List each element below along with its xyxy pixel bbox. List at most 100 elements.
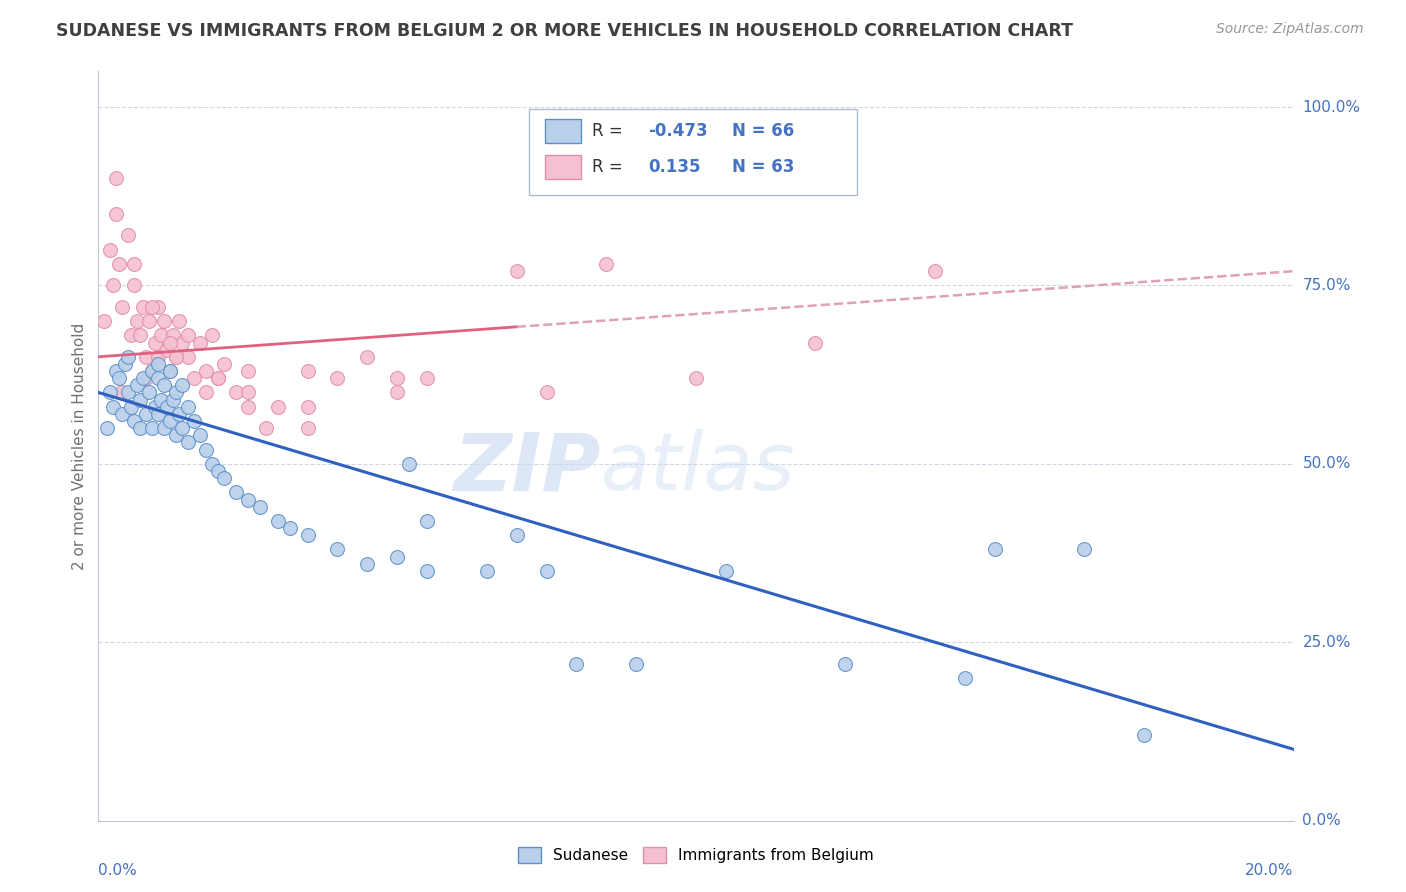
- Point: [150, 392, 173, 407]
- Point: [356, 557, 378, 571]
- Point: [834, 657, 856, 671]
- Point: [385, 371, 409, 385]
- Point: [162, 392, 184, 407]
- Point: [177, 400, 200, 414]
- Point: [129, 392, 152, 407]
- Text: 25.0%: 25.0%: [1302, 635, 1351, 649]
- Point: [924, 264, 946, 278]
- FancyBboxPatch shape: [546, 154, 581, 178]
- Point: [167, 407, 190, 421]
- Text: 75.0%: 75.0%: [1302, 278, 1351, 293]
- Point: [249, 500, 271, 514]
- Point: [148, 357, 170, 371]
- Point: [416, 371, 439, 385]
- Point: [595, 257, 617, 271]
- Point: [141, 421, 163, 435]
- Point: [201, 457, 224, 471]
- Point: [207, 464, 229, 478]
- Point: [177, 350, 200, 364]
- Text: N = 66: N = 66: [733, 122, 794, 140]
- Point: [98, 385, 122, 400]
- Point: [326, 371, 349, 385]
- Point: [143, 335, 166, 350]
- Point: [475, 564, 498, 578]
- Point: [114, 357, 136, 371]
- Point: [127, 378, 149, 392]
- Point: [195, 385, 218, 400]
- Text: 50.0%: 50.0%: [1302, 457, 1351, 471]
- Point: [212, 357, 235, 371]
- Point: [103, 278, 125, 293]
- Point: [1073, 542, 1095, 557]
- FancyBboxPatch shape: [529, 109, 858, 195]
- Point: [167, 314, 190, 328]
- Point: [183, 371, 205, 385]
- Point: [172, 421, 194, 435]
- Point: [1133, 728, 1156, 742]
- Point: [172, 335, 194, 350]
- Text: -0.473: -0.473: [648, 122, 707, 140]
- Point: [129, 421, 152, 435]
- Point: [108, 257, 131, 271]
- Point: [162, 328, 184, 343]
- Point: [98, 243, 122, 257]
- Point: [165, 350, 187, 364]
- Point: [236, 385, 259, 400]
- Point: [207, 371, 229, 385]
- Point: [416, 514, 439, 528]
- Point: [177, 328, 200, 343]
- Point: [138, 385, 160, 400]
- Point: [141, 364, 163, 378]
- Point: [236, 364, 259, 378]
- Point: [135, 407, 157, 421]
- Point: [159, 364, 181, 378]
- Point: [159, 364, 181, 378]
- Point: [506, 528, 529, 542]
- Point: [714, 564, 737, 578]
- Point: [138, 314, 160, 328]
- Text: 0.135: 0.135: [648, 158, 700, 176]
- Point: [117, 228, 139, 243]
- Point: [105, 207, 128, 221]
- Point: [225, 385, 247, 400]
- Point: [148, 407, 170, 421]
- Point: [117, 385, 139, 400]
- Point: [156, 400, 179, 414]
- Point: [108, 371, 131, 385]
- Point: [165, 350, 187, 364]
- Text: 0.0%: 0.0%: [98, 863, 138, 879]
- Point: [626, 657, 648, 671]
- Point: [153, 314, 176, 328]
- Text: atlas: atlas: [600, 429, 796, 508]
- Point: [93, 314, 115, 328]
- Point: [356, 350, 378, 364]
- Point: [153, 421, 176, 435]
- Point: [536, 564, 558, 578]
- Point: [297, 364, 319, 378]
- Text: R =: R =: [592, 122, 628, 140]
- FancyBboxPatch shape: [546, 120, 581, 144]
- Point: [207, 371, 229, 385]
- Point: [117, 350, 139, 364]
- Point: [183, 414, 205, 428]
- Point: [225, 485, 247, 500]
- Point: [267, 514, 290, 528]
- Text: R =: R =: [592, 158, 628, 176]
- Point: [536, 385, 558, 400]
- Point: [385, 385, 409, 400]
- Point: [124, 278, 146, 293]
- Point: [148, 350, 170, 364]
- Point: [111, 407, 134, 421]
- Point: [195, 442, 218, 457]
- Point: [135, 350, 157, 364]
- Point: [254, 421, 277, 435]
- Point: [953, 671, 976, 685]
- Point: [159, 335, 181, 350]
- Point: [385, 549, 409, 564]
- Point: [188, 335, 211, 350]
- Point: [132, 300, 155, 314]
- Point: [159, 414, 181, 428]
- Point: [120, 328, 142, 343]
- Point: [129, 328, 152, 343]
- Point: [148, 371, 170, 385]
